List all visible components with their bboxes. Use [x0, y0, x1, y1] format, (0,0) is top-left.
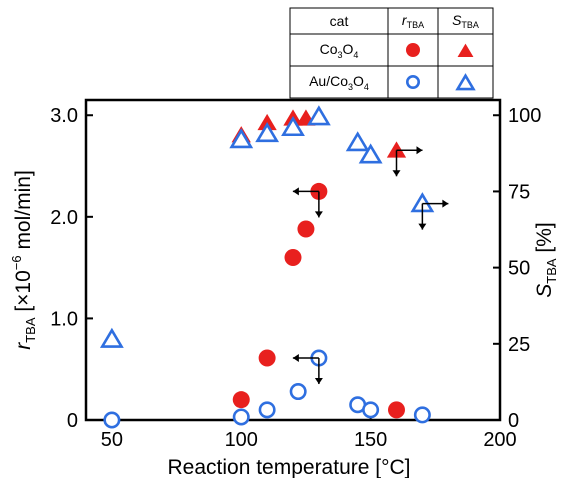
arrow-head: [314, 211, 323, 218]
x-tick-label: 100: [225, 429, 258, 451]
plot-frame: [84, 98, 502, 422]
arrow-head: [442, 199, 449, 208]
legend-marker-open-circle: [405, 75, 420, 90]
arrow-head: [292, 354, 299, 363]
data-marks: [99, 105, 435, 429]
point-r-tba-open-circle: [232, 408, 250, 426]
y-right-tick-label: 25: [508, 334, 530, 356]
point-r-tba-filled-circle: [388, 401, 405, 419]
arrow-head: [416, 146, 423, 155]
x-tick-label: 150: [354, 429, 387, 451]
point-s-tba-open-triangle: [255, 122, 280, 143]
point-r-tba-filled-circle: [297, 220, 315, 238]
point-s-tba-open-triangle: [229, 128, 254, 149]
arrow-head: [418, 223, 427, 230]
y-left-tick-label: 3.0: [50, 105, 78, 127]
arrow-head: [292, 187, 299, 196]
arrow-head: [314, 378, 323, 385]
axis-arrows: [292, 146, 449, 385]
y-left-tick-label: 0: [67, 410, 78, 432]
legend-table-border: [289, 7, 494, 99]
point-r-tba-open-circle: [362, 401, 380, 419]
axes: 50 100 150 20001.02.03.00255075100Reaction …: [9, 98, 559, 478]
y-left-tick-label: 2.0: [50, 207, 78, 229]
legend-marker-open-triangle: [455, 73, 476, 91]
y-right-tick-label: 100: [508, 105, 541, 127]
x-axis-title: Reaction temperature [°C]: [167, 456, 410, 478]
x-tick-label: 50: [101, 429, 123, 451]
point-r-tba-filled-circle: [258, 349, 276, 367]
legend: cat rTBA STBA Co3O4 Au/Co3O4: [289, 7, 494, 99]
point-r-tba-open-circle: [258, 401, 276, 419]
x-tick-label: 200: [483, 429, 516, 451]
arrow-head: [392, 170, 401, 177]
point-s-tba-open-triangle: [358, 143, 383, 164]
legend-marker-filled-triangle: [457, 43, 474, 58]
y-left-tick-label: 1.0: [50, 308, 78, 330]
point-s-tba-filled-triangle: [386, 141, 407, 158]
point-r-tba-filled-circle: [284, 248, 302, 266]
legend-header-s: STBA: [452, 12, 479, 30]
point-s-tba-open-triangle: [306, 105, 331, 126]
point-s-tba-open-triangle: [281, 115, 305, 137]
legend-header-r: rTBA: [402, 12, 424, 30]
legend-header-cat: cat: [330, 13, 349, 29]
legend-marker-filled-circle: [406, 43, 420, 57]
point-s-tba-open-triangle: [99, 327, 124, 348]
point-r-tba-open-circle: [413, 406, 431, 424]
point-r-tba-open-circle: [103, 411, 121, 429]
y-right-tick-label: 50: [508, 258, 530, 280]
y-right-tick-label: 0: [508, 410, 519, 432]
legend-row-label: Co3O4: [320, 41, 359, 60]
y-right-axis-title: STBA [%]: [533, 222, 559, 298]
point-r-tba-filled-circle: [232, 391, 250, 409]
point-r-tba-open-circle: [289, 383, 307, 401]
point-s-tba-open-triangle: [345, 131, 370, 152]
y-left-axis-title: rTBA [×10−6 mol/min]: [9, 170, 38, 350]
legend-row-label: Au/Co3O4: [309, 73, 369, 92]
y-right-tick-label: 75: [508, 181, 530, 203]
